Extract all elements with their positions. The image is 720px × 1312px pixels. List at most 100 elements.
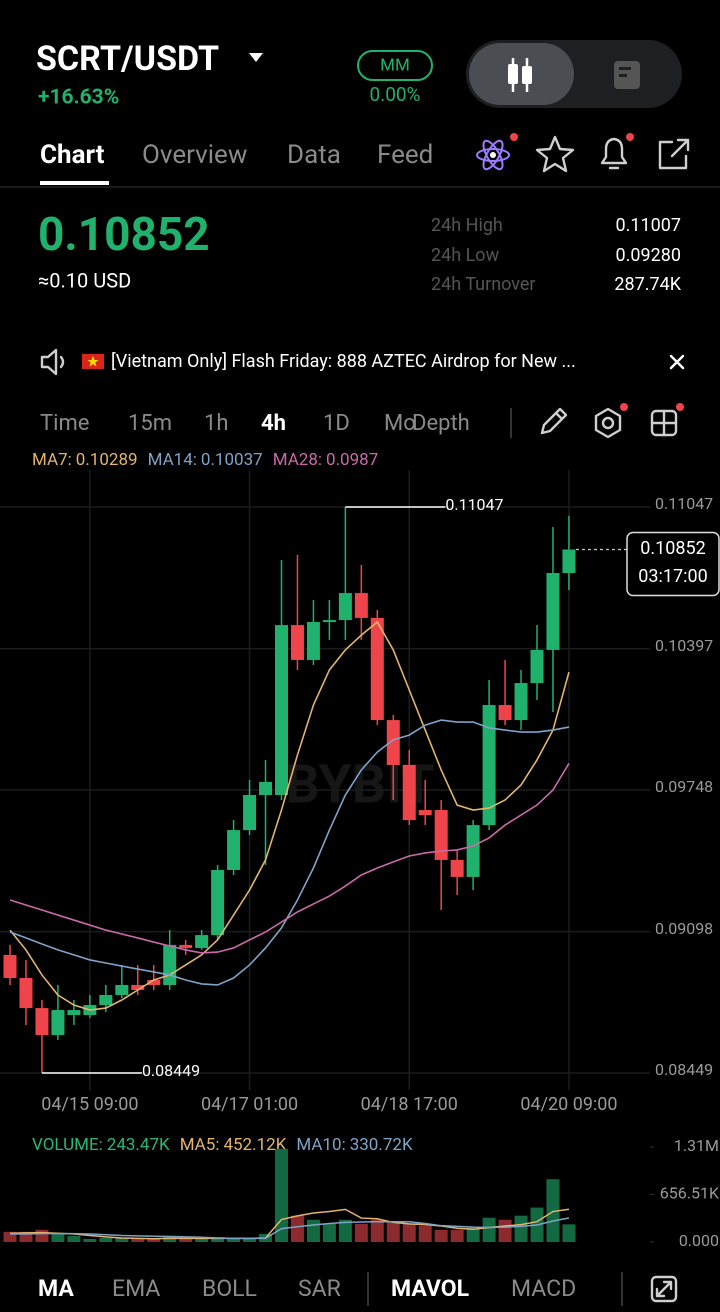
interval[interactable]: 1h [204, 411, 228, 436]
stat-label: 24h Low [431, 245, 500, 266]
favorite-icon[interactable] [535, 135, 575, 173]
indicator-tab[interactable]: MA [38, 1275, 74, 1302]
candle-body [211, 869, 225, 936]
stat-value: 287.74K [614, 274, 681, 295]
volume-bar [514, 1215, 528, 1242]
interval[interactable]: 1D [323, 411, 350, 436]
x-tick-label: 04/17 01:00 [201, 1094, 298, 1115]
volume-bar [131, 1237, 145, 1242]
expand-icon[interactable] [650, 1275, 678, 1303]
volume-bar [99, 1237, 113, 1242]
draw-icon[interactable] [540, 407, 568, 435]
y-tick-label: 0.10397 [655, 636, 713, 655]
candle-body [147, 979, 161, 985]
volume-bar [546, 1179, 560, 1242]
volume-bar [370, 1219, 384, 1242]
indicator-tab[interactable]: BOLL [202, 1275, 257, 1302]
ma-legend-value: 0.0987 [326, 450, 378, 470]
indicator-tab[interactable]: EMA [112, 1275, 160, 1302]
candle-body [562, 549, 576, 574]
countdown: 03:17:00 [638, 566, 707, 587]
interval[interactable]: Mo [384, 411, 416, 436]
candle-body [131, 984, 145, 990]
pair[interactable]: SCRT/USDT [36, 39, 219, 79]
interval[interactable]: 15m [128, 411, 172, 436]
ma-legend-value: 0.10289 [76, 450, 138, 470]
chart: 0.11047 0.10397 0.09748 0.09098 0.0844904/15… [0, 450, 720, 1250]
y-tick-label: 0.11047 [655, 494, 713, 513]
volume-legend-value: 243.47K [107, 1135, 170, 1155]
speaker-icon [40, 348, 65, 376]
volume-bar [306, 1219, 320, 1242]
banner-text[interactable]: [Vietnam Only] Flash Friday: 888 AZTEC A… [111, 351, 576, 372]
indicator-tab[interactable]: SAR [298, 1275, 341, 1302]
volume-bar [498, 1219, 512, 1242]
interval[interactable]: 4h [261, 411, 286, 436]
toggle-chart[interactable] [469, 43, 574, 105]
tab[interactable]: Overview [142, 140, 247, 170]
volume-bar [243, 1237, 257, 1242]
candle-body [259, 781, 273, 796]
y-tick-label: 0.09098 [655, 919, 713, 938]
volume-legend-name: VOLUME: [32, 1135, 103, 1155]
volume-bar [19, 1231, 33, 1242]
alert-icon[interactable] [600, 133, 634, 170]
volume-bar [147, 1238, 161, 1242]
candle-body [227, 830, 241, 870]
ma-line [9, 620, 570, 1011]
settings-icon[interactable] [594, 403, 628, 439]
ma-legend-value: 0.10037 [201, 450, 263, 470]
volume-bar [450, 1229, 464, 1242]
candle-body [514, 683, 528, 721]
volume-bar [3, 1231, 17, 1242]
volume-bar [51, 1233, 65, 1242]
interval[interactable]: Time [40, 411, 89, 436]
mm-value: 0.00% [370, 83, 421, 106]
indicator-tab[interactable]: MACD [511, 1275, 576, 1302]
candle-body [402, 764, 416, 821]
y-tick-label: 0.09748 [655, 777, 713, 796]
volume-ma-legend: MA10: 330.72K [296, 1135, 413, 1155]
candle-body [386, 720, 400, 765]
x-tick-label: 04/18 17:00 [361, 1094, 458, 1115]
interval[interactable]: Depth [412, 411, 470, 436]
volume-bar [482, 1217, 496, 1242]
min-label: 0.08449 [142, 1061, 200, 1080]
change: +16.63% [38, 86, 119, 110]
volume-ma-name: MA5: [180, 1135, 220, 1155]
ma-legend: MA7: 0.10289 [32, 450, 138, 470]
mm-pill[interactable] [357, 50, 433, 81]
candle-body [35, 1008, 49, 1036]
layout-icon[interactable] [650, 403, 684, 437]
ai-icon[interactable] [476, 133, 518, 172]
volume-bar [402, 1223, 416, 1242]
mm-label: MM [380, 55, 410, 75]
candle-body [482, 705, 496, 826]
tab[interactable]: Feed [377, 140, 433, 170]
volume-bar [67, 1235, 81, 1242]
close-banner[interactable] [669, 354, 685, 370]
volume-bar [290, 1215, 304, 1242]
volume-bar [227, 1237, 241, 1242]
tab[interactable]: Data [287, 140, 341, 170]
volume-ma-legend: MA5: 452.12K [180, 1135, 287, 1155]
share-icon[interactable] [658, 138, 690, 170]
usd-price: ≈0.10 USD [38, 268, 131, 292]
toggle-info[interactable] [614, 61, 640, 89]
candle-body [195, 935, 209, 948]
indicator-tab[interactable]: MAVOL [391, 1275, 469, 1302]
tab[interactable]: Chart [40, 140, 105, 170]
volume-bar [322, 1223, 336, 1242]
ma-line [9, 719, 570, 986]
volume-bar [466, 1227, 480, 1242]
x-tick-label: 04/15 09:00 [41, 1094, 138, 1115]
ma-legend-name: MA28: [273, 450, 322, 470]
volume-ma-value: 330.72K [350, 1135, 413, 1155]
volume-tick-label: 0.000 [679, 1231, 719, 1250]
candle-body [354, 593, 368, 618]
ma-line [9, 763, 570, 954]
candle-body [3, 954, 17, 979]
candle-body [418, 810, 432, 816]
pair-dropdown[interactable] [249, 53, 263, 62]
